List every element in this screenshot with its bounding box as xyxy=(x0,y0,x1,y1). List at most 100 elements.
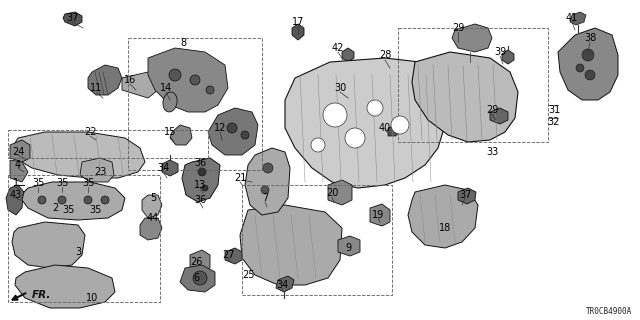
Text: 7: 7 xyxy=(262,193,268,203)
Polygon shape xyxy=(180,265,215,292)
Circle shape xyxy=(206,86,214,94)
Polygon shape xyxy=(502,50,514,64)
Polygon shape xyxy=(140,218,162,240)
Text: 43: 43 xyxy=(10,190,22,200)
Polygon shape xyxy=(458,188,476,204)
Polygon shape xyxy=(342,48,354,62)
Bar xyxy=(242,185,392,295)
Text: 3: 3 xyxy=(75,247,81,257)
Text: 38: 38 xyxy=(584,33,596,43)
Text: 17: 17 xyxy=(292,17,304,27)
Polygon shape xyxy=(162,160,178,176)
Polygon shape xyxy=(558,28,618,100)
Polygon shape xyxy=(12,222,85,268)
Polygon shape xyxy=(490,108,508,124)
Circle shape xyxy=(202,185,208,191)
Circle shape xyxy=(101,196,109,204)
Bar xyxy=(8,175,160,302)
Polygon shape xyxy=(12,132,145,178)
Text: 18: 18 xyxy=(439,223,451,233)
Text: 40: 40 xyxy=(379,123,391,133)
Circle shape xyxy=(345,128,365,148)
Text: 1: 1 xyxy=(13,178,19,188)
Polygon shape xyxy=(276,276,294,292)
Text: 29: 29 xyxy=(486,105,498,115)
Ellipse shape xyxy=(163,92,177,112)
Bar xyxy=(128,38,262,170)
Polygon shape xyxy=(240,205,342,285)
Polygon shape xyxy=(370,204,390,226)
Polygon shape xyxy=(412,52,518,142)
Polygon shape xyxy=(338,236,360,256)
Polygon shape xyxy=(10,140,30,162)
Bar xyxy=(8,130,208,158)
Circle shape xyxy=(169,69,181,81)
Circle shape xyxy=(261,186,269,194)
Text: 4: 4 xyxy=(15,160,21,170)
Text: 16: 16 xyxy=(124,75,136,85)
Text: 22: 22 xyxy=(84,127,96,137)
Text: 11: 11 xyxy=(90,83,102,93)
Polygon shape xyxy=(122,72,160,98)
Polygon shape xyxy=(88,65,122,95)
Text: 30: 30 xyxy=(334,83,346,93)
Polygon shape xyxy=(208,108,258,155)
Polygon shape xyxy=(292,24,304,40)
Circle shape xyxy=(391,116,409,134)
Circle shape xyxy=(582,49,594,61)
Text: 12: 12 xyxy=(214,123,226,133)
Text: 39: 39 xyxy=(494,47,506,57)
Bar xyxy=(398,28,548,142)
Circle shape xyxy=(367,100,383,116)
Polygon shape xyxy=(182,158,220,202)
Circle shape xyxy=(311,138,325,152)
Circle shape xyxy=(263,163,273,173)
Circle shape xyxy=(198,168,206,176)
Text: 37: 37 xyxy=(459,190,471,200)
Polygon shape xyxy=(225,248,242,264)
Polygon shape xyxy=(388,125,400,136)
Circle shape xyxy=(84,196,92,204)
Circle shape xyxy=(323,103,347,127)
Text: 44: 44 xyxy=(147,213,159,223)
Polygon shape xyxy=(6,185,24,215)
Text: 13: 13 xyxy=(194,180,206,190)
Polygon shape xyxy=(80,158,114,182)
Text: 15: 15 xyxy=(164,127,176,137)
Text: 20: 20 xyxy=(326,188,338,198)
Circle shape xyxy=(241,131,249,139)
Text: 35: 35 xyxy=(32,178,44,188)
Text: 21: 21 xyxy=(234,173,246,183)
Text: 32: 32 xyxy=(548,117,560,127)
Polygon shape xyxy=(10,160,28,182)
Text: 27: 27 xyxy=(221,250,234,260)
Text: 34: 34 xyxy=(276,280,288,290)
Circle shape xyxy=(193,271,207,285)
Text: 35: 35 xyxy=(56,178,68,188)
Text: 41: 41 xyxy=(566,13,578,23)
Polygon shape xyxy=(245,148,290,215)
Polygon shape xyxy=(408,185,478,248)
Text: 33: 33 xyxy=(486,147,498,157)
Text: 10: 10 xyxy=(86,293,98,303)
Text: 24: 24 xyxy=(12,147,24,157)
Text: TR0CB4900A: TR0CB4900A xyxy=(586,307,632,316)
Text: 23: 23 xyxy=(94,167,106,177)
Text: 6: 6 xyxy=(193,273,199,283)
Text: 34: 34 xyxy=(157,163,169,173)
Text: 36: 36 xyxy=(194,158,206,168)
Polygon shape xyxy=(63,12,82,26)
Polygon shape xyxy=(328,180,352,205)
Polygon shape xyxy=(452,24,492,52)
Text: 35: 35 xyxy=(82,178,94,188)
Text: 2: 2 xyxy=(52,203,58,213)
Text: 26: 26 xyxy=(190,257,202,267)
Text: 29: 29 xyxy=(452,23,464,33)
Text: FR.: FR. xyxy=(32,290,51,300)
Polygon shape xyxy=(285,58,448,188)
Text: 8: 8 xyxy=(180,38,186,48)
Polygon shape xyxy=(170,125,192,145)
Polygon shape xyxy=(148,48,228,112)
Text: 19: 19 xyxy=(372,210,384,220)
Text: 36: 36 xyxy=(194,195,206,205)
